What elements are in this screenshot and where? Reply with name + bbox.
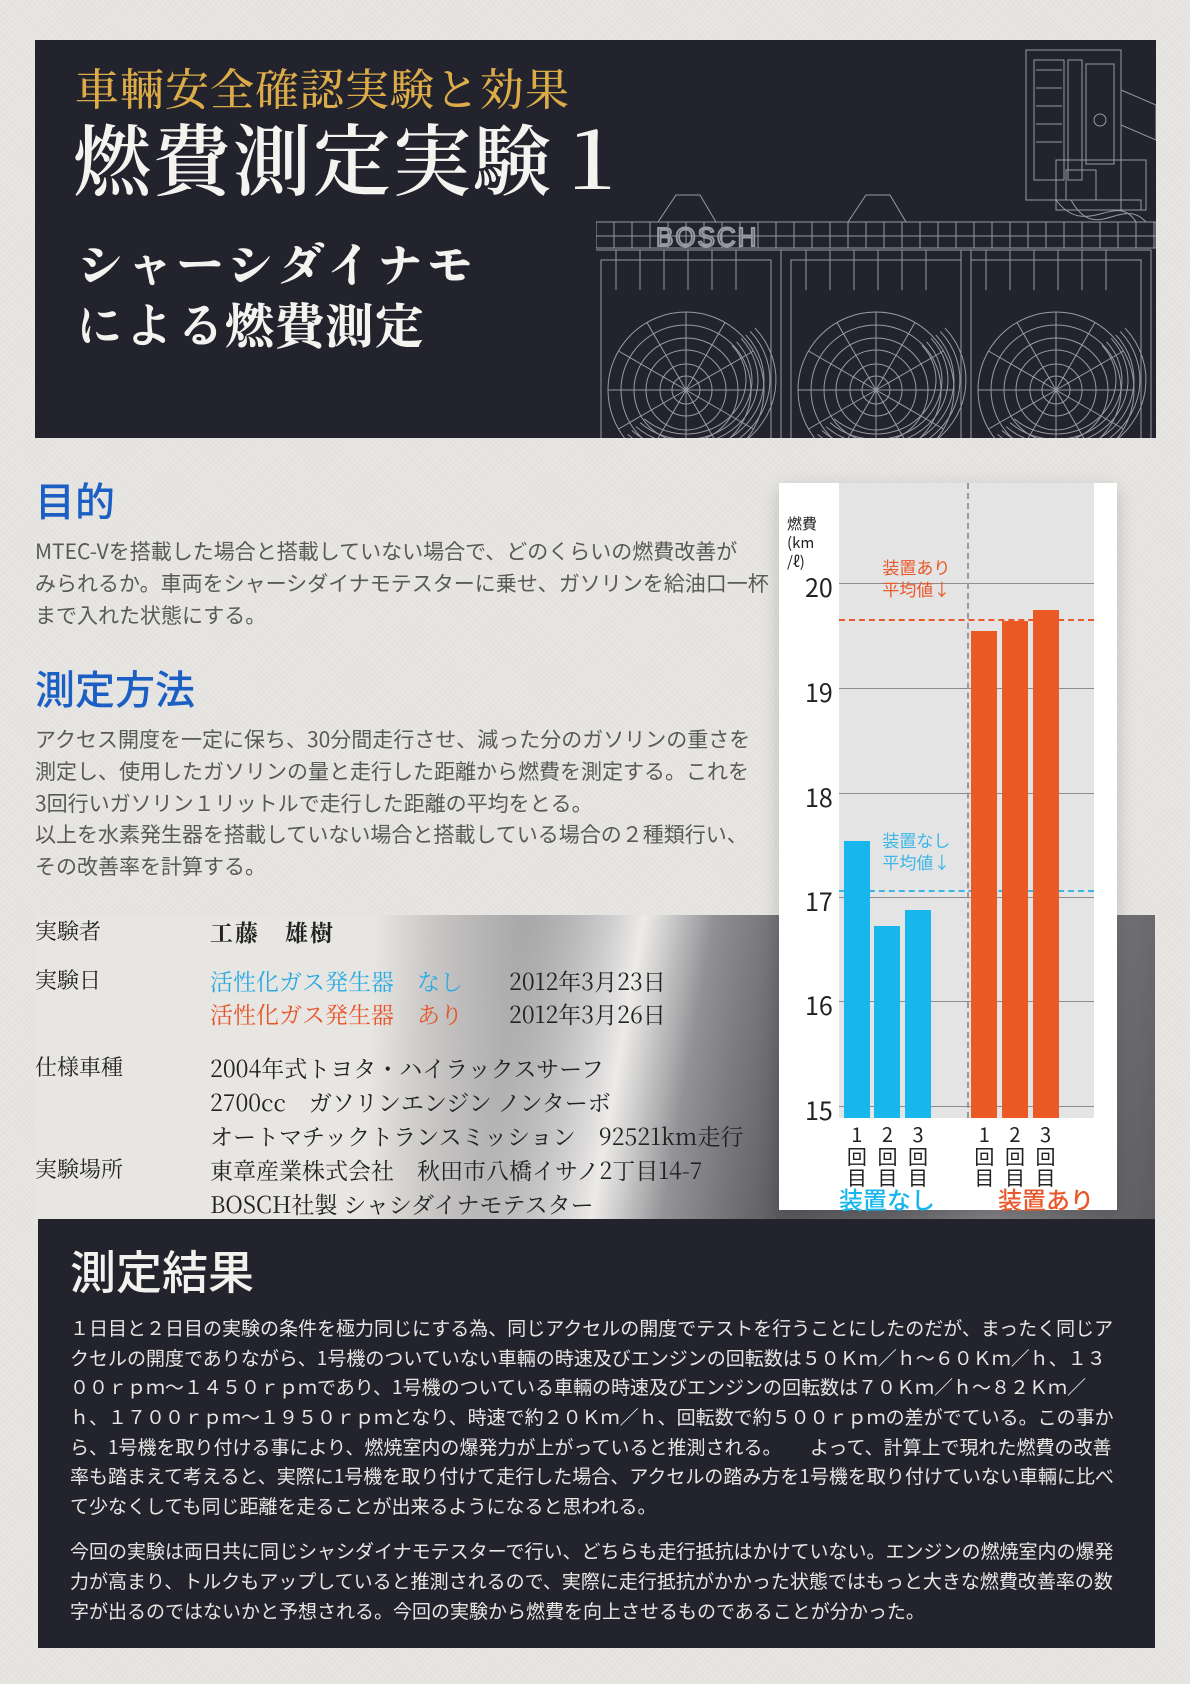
- svg-text:BOSCH: BOSCH: [656, 222, 758, 252]
